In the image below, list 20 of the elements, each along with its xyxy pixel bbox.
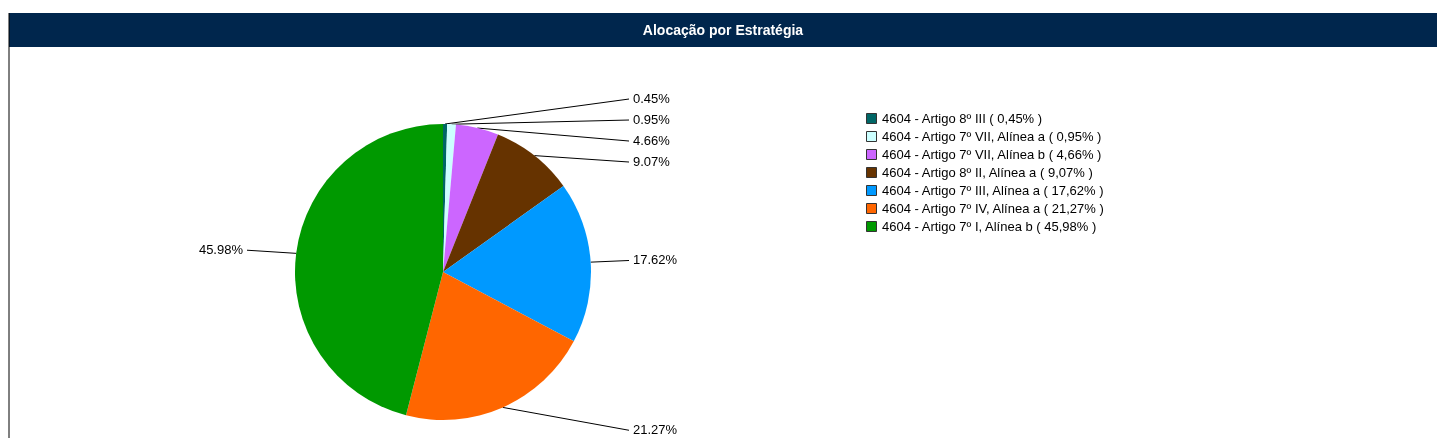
pie-slice (295, 124, 443, 416)
data-label: 9.07% (633, 154, 671, 170)
legend-label: 4604 - Artigo 7º I, Alínea b ( 45,98% ) (882, 218, 1097, 234)
pie-slice (443, 185, 591, 342)
pie-slice (443, 124, 498, 272)
legend-label: 4604 - Artigo 7º VII, Alínea b ( 4,66% ) (882, 146, 1102, 162)
legend-label: 4604 - Artigo 7º III, Alínea a ( 17,62% ) (882, 182, 1104, 198)
data-label: 17.62% (633, 252, 678, 268)
legend-label: 4604 - Artigo 8º III ( 0,45% ) (882, 110, 1043, 126)
legend-label: 4604 - Artigo 8º II, Alínea a ( 9,07% ) (882, 164, 1093, 180)
data-label: 4.66% (633, 133, 671, 149)
chart-title: Alocação por Estratégia (642, 22, 804, 38)
data-label: 0.45% (633, 91, 671, 107)
pie-slice (406, 272, 574, 420)
data-label: 21.27% (633, 422, 678, 438)
pie-slice (443, 134, 564, 272)
data-label: 0.95% (633, 112, 671, 128)
legend-label: 4604 - Artigo 7º IV, Alínea a ( 21,27% ) (882, 200, 1104, 216)
data-label: 45.98% (198, 242, 244, 258)
legend-label: 4604 - Artigo 7º VII, Alínea a ( 0,95% ) (882, 128, 1102, 144)
